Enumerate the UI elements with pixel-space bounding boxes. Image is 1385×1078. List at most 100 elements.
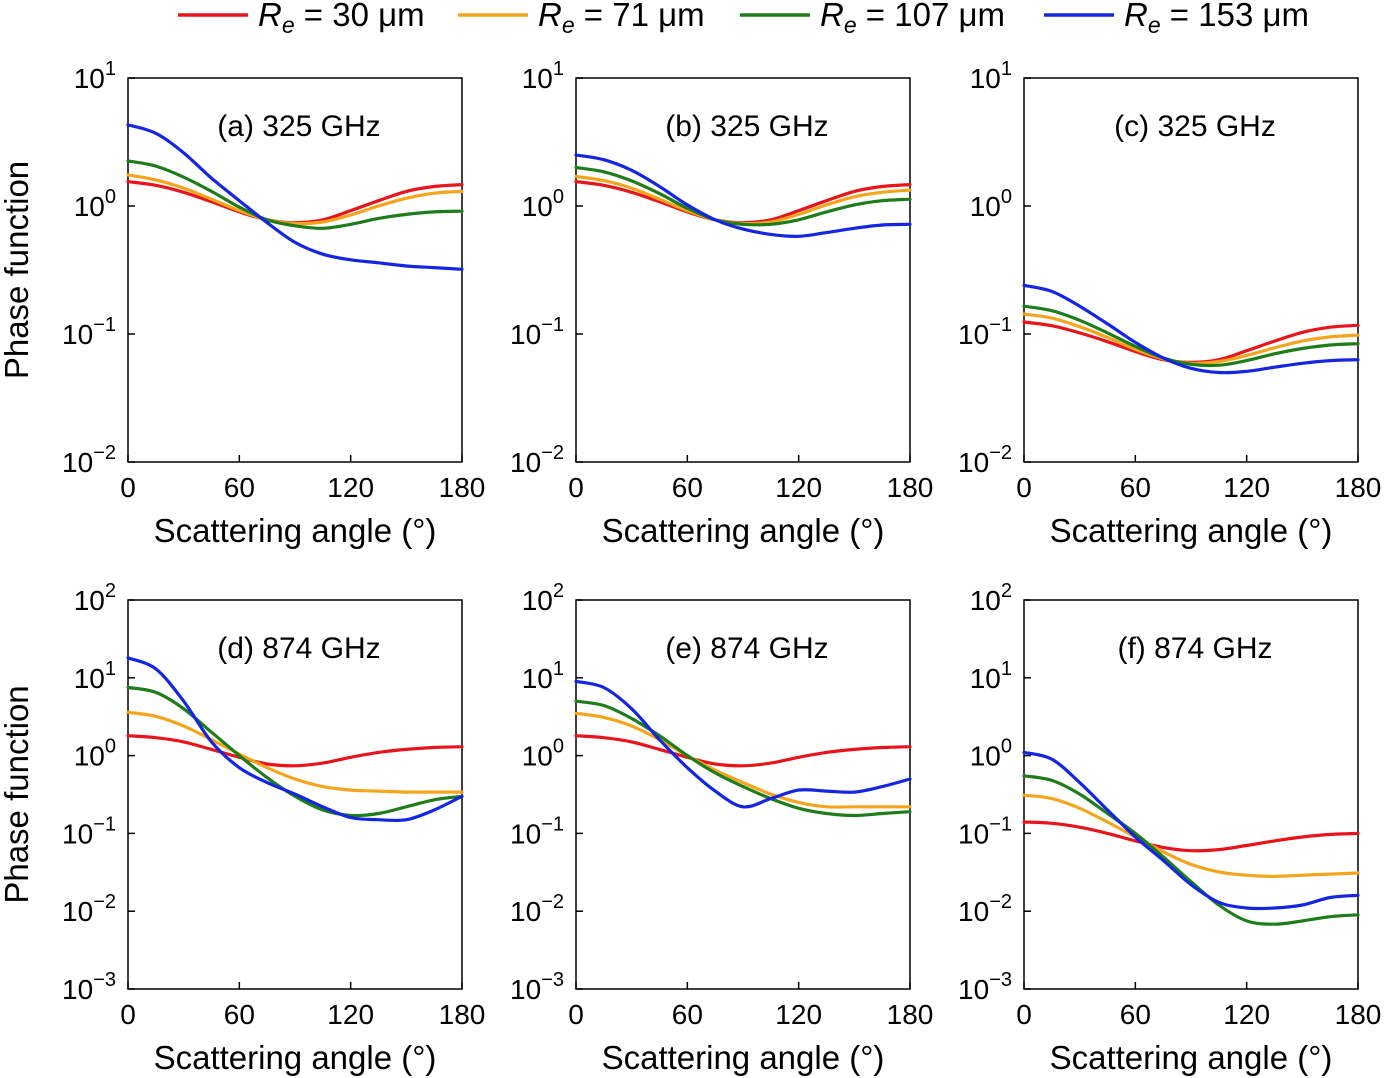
panel-f-series-1: [1022, 820, 1360, 853]
panel-f-xtick-label-120: 120: [1223, 999, 1270, 1030]
panel-a-series-3: [126, 159, 464, 230]
panel-d-ytick-label-2: 102: [74, 580, 116, 616]
panel-b-axes-frame: [575, 77, 911, 463]
panel-c-series-3: [1022, 304, 1360, 368]
panel-f-ytick-label-1: 101: [970, 658, 1012, 694]
panel-a: 0 60 120 180 101 100 10−1 10−2 Scattering angle …: [0, 58, 485, 549]
panel-c-ytick-label--1: 10−1: [958, 314, 1012, 350]
panel-b-series-2: [574, 174, 912, 226]
panel-b-title: (b) 325 GHz: [665, 110, 828, 143]
panel-c-xtick-label-60: 60: [1120, 472, 1151, 503]
panel-f-xtick-label-60: 60: [1120, 999, 1151, 1030]
panel-a-ytick-label--2: 10−2: [62, 442, 116, 478]
panel-f-ytick-label--1: 10−1: [958, 813, 1012, 849]
panel-e-ytick-label--2: 10−2: [510, 891, 564, 927]
panel-e-title: (e) 874 GHz: [665, 632, 828, 665]
panel-b-series-3: [574, 165, 912, 227]
panel-d-series-1: [126, 734, 464, 768]
panel-b-ytick-label--1: 10−1: [510, 314, 564, 350]
panel-d-series-3: [126, 685, 464, 818]
panel-c-xtick-label-180: 180: [1335, 472, 1382, 503]
panel-a-ytick-label-1: 101: [74, 58, 116, 94]
panel-d-ytick-label-0: 100: [74, 736, 116, 772]
panel-c: 0 60 120 180 101 100 10−1 10−2 Scattering angle …: [958, 58, 1381, 549]
panel-d-ytick-label-1: 101: [74, 658, 116, 694]
panel-e-ytick-label-1: 101: [522, 658, 564, 694]
panel-b-xtick-label-180: 180: [887, 472, 934, 503]
panel-a-xlabel: Scattering angle (°): [154, 512, 437, 549]
panel-f-ytick-label-0: 100: [970, 736, 1012, 772]
panel-a-xtick-label-60: 60: [224, 472, 255, 503]
panel-d-xtick-label-60: 60: [224, 999, 255, 1030]
panel-b: 0 60 120 180 101 100 10−1 10−2 Scattering angle …: [510, 58, 933, 549]
panel-f-series-3: [1022, 774, 1360, 926]
panel-f-series-2: [1022, 793, 1360, 878]
panel-c-axes-frame: [1023, 77, 1359, 463]
panel-b-ytick-label--2: 10−2: [510, 442, 564, 478]
panel-f-ytick-label-2: 102: [970, 580, 1012, 616]
panel-e: 0 60 120 180 102 101 100 10−1 10−2 10−3 Scattering…: [510, 580, 933, 1076]
panel-f-xtick-label-180: 180: [1335, 999, 1382, 1030]
panel-b-series-4: [574, 153, 912, 238]
panel-c-series-4: [1022, 283, 1360, 375]
panel-e-ytick-label--3: 10−3: [510, 969, 564, 1005]
panel-c-ytick-label--2: 10−2: [958, 442, 1012, 478]
panel-c-ytick-label-0: 100: [970, 186, 1012, 222]
panel-e-axes-frame: [575, 599, 911, 990]
panel-e-ytick-label--1: 10−1: [510, 813, 564, 849]
panel-e-ytick-label-2: 102: [522, 580, 564, 616]
panel-f-xtick-label-0: 0: [1016, 999, 1032, 1030]
panel-d-xlabel: Scattering angle (°): [154, 1039, 437, 1076]
panel-d-xtick-label-120: 120: [327, 999, 374, 1030]
panel-a-ytick-label-0: 100: [74, 186, 116, 222]
panel-d-series-4: [126, 656, 464, 823]
panel-b-xtick-label-120: 120: [775, 472, 822, 503]
panel-f-ytick-label--3: 10−3: [958, 969, 1012, 1005]
panel-a-xtick-label-120: 120: [327, 472, 374, 503]
panel-c-ytick-label-1: 101: [970, 58, 1012, 94]
panel-f-ytick-label--2: 10−2: [958, 891, 1012, 927]
panel-d-ytick-label--1: 10−1: [62, 813, 116, 849]
panel-a-series-4: [126, 123, 464, 271]
panel-f-title: (f) 874 GHz: [1117, 632, 1272, 665]
panel-c-title: (c) 325 GHz: [1114, 110, 1276, 143]
panel-c-xtick-label-0: 0: [1016, 472, 1032, 503]
panel-a-xtick-label-0: 0: [120, 472, 136, 503]
panel-c-series-1: [1022, 320, 1360, 364]
legend-label-1: Re = 30 μm: [258, 0, 425, 38]
panel-e-xtick-label-0: 0: [568, 999, 584, 1030]
panel-f-series-4: [1022, 750, 1360, 911]
panel-d: 0 60 120 180 102 101 100 10−1 10−2 10−3 Scattering…: [0, 580, 485, 1076]
legend-label-2: Re = 71 μm: [538, 0, 705, 38]
panel-d-axes-frame: [127, 599, 463, 990]
panel-b-xtick-label-60: 60: [672, 472, 703, 503]
panel-e-series-4: [574, 679, 912, 809]
panel-e-xlabel: Scattering angle (°): [602, 1039, 885, 1076]
panel-e-series-3: [574, 699, 912, 818]
panel-d-ylabel: Phase function: [0, 685, 35, 903]
panel-e-xtick-label-60: 60: [672, 999, 703, 1030]
panel-e-series-2: [574, 711, 912, 809]
legend: Re = 30 μm Re = 71 μm Re = 107 μm Re = 153 …: [178, 0, 1309, 38]
panel-a-title: (a) 325 GHz: [217, 110, 380, 143]
panel-f: 0 60 120 180 102 101 100 10−1 10−2 10−3 Scattering…: [958, 580, 1381, 1076]
panel-e-ytick-label-0: 100: [522, 736, 564, 772]
panel-f-xlabel: Scattering angle (°): [1050, 1039, 1333, 1076]
panel-e-series-1: [574, 734, 912, 768]
panel-b-xtick-label-0: 0: [568, 472, 584, 503]
panel-a-xtick-label-180: 180: [439, 472, 486, 503]
panel-b-xlabel: Scattering angle (°): [602, 512, 885, 549]
panel-d-xtick-label-180: 180: [439, 999, 486, 1030]
panel-a-series-2: [126, 173, 464, 226]
panel-d-ytick-label--3: 10−3: [62, 969, 116, 1005]
panel-d-title: (d) 874 GHz: [217, 632, 380, 665]
panel-c-xtick-label-120: 120: [1223, 472, 1270, 503]
panel-b-ytick-label-1: 101: [522, 58, 564, 94]
panel-d-xtick-label-0: 0: [120, 999, 136, 1030]
panel-e-xtick-label-180: 180: [887, 999, 934, 1030]
panel-a-ylabel: Phase function: [0, 161, 35, 379]
panel-d-series-2: [126, 710, 464, 794]
panel-d-ytick-label--2: 10−2: [62, 891, 116, 927]
legend-label-3: Re = 107 μm: [820, 0, 1005, 38]
